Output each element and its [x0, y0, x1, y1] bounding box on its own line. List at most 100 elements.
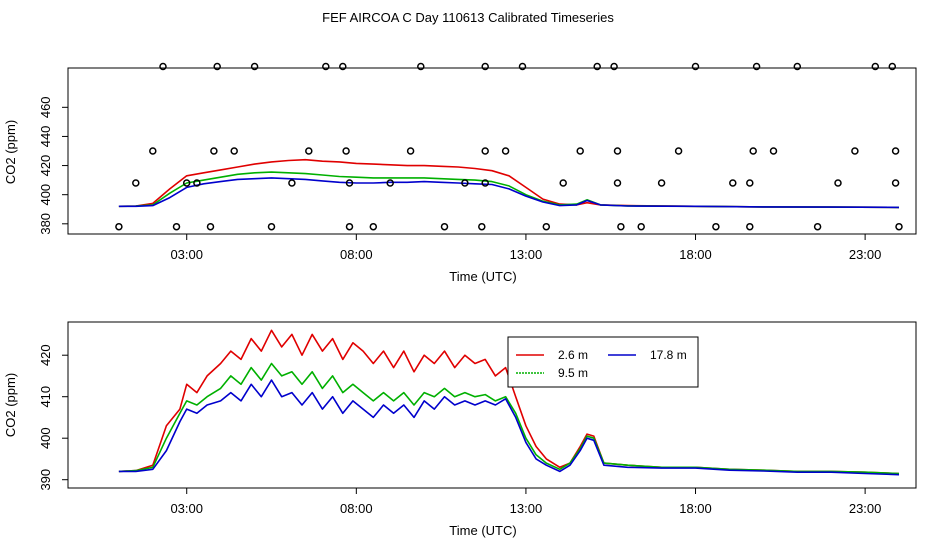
legend: 2.6 m 9.5 m 17.8 m — [507, 336, 699, 388]
open-circle-point — [345, 179, 354, 187]
open-circle-point — [345, 222, 354, 231]
open-circle-point — [182, 179, 191, 187]
series-line-17-8-m — [118, 379, 900, 476]
y-tick-label: 420 — [38, 155, 53, 177]
open-circle-point — [250, 62, 259, 71]
open-circle-point — [576, 147, 584, 155]
open-circle-point — [813, 222, 822, 231]
open-circle-point — [230, 147, 238, 155]
open-circle-point — [417, 62, 425, 71]
open-circle-point — [691, 62, 700, 71]
legend-box — [507, 336, 699, 388]
open-circle-point — [613, 179, 622, 187]
open-circle-point — [386, 179, 394, 187]
open-circle-point — [440, 222, 449, 231]
open-circle-point — [793, 62, 802, 71]
open-circle-point — [674, 147, 683, 155]
bottom-y-axis-label: CO2 (ppm) — [3, 373, 18, 437]
x-tick-label: 03:00 — [170, 501, 203, 516]
top-y-axis-label: CO2 (ppm) — [3, 120, 18, 184]
x-tick-label: 13:00 — [510, 247, 543, 262]
y-tick-label: 390 — [38, 469, 53, 491]
open-circle-point — [481, 147, 489, 155]
open-circle-point — [193, 179, 201, 187]
bottom-x-axis: 03:00 08:00 13:00 18:00 23:00 — [170, 488, 881, 516]
open-circle-point — [617, 222, 625, 231]
open-circle-point — [593, 62, 601, 71]
open-circle-point — [206, 222, 215, 231]
legend-label-17-8m: 17.8 m — [650, 348, 687, 362]
x-tick-label: 18:00 — [679, 247, 712, 262]
top-plot-area — [115, 62, 903, 231]
y-tick-label: 410 — [38, 386, 53, 408]
open-circle-point — [481, 62, 489, 71]
open-circle-point — [769, 147, 778, 155]
y-tick-label: 460 — [38, 96, 53, 118]
open-circle-point — [888, 62, 897, 71]
y-tick-label: 440 — [38, 126, 53, 148]
open-circle-point — [369, 222, 378, 231]
open-circle-point — [501, 147, 510, 155]
open-circle-point — [288, 179, 296, 187]
open-circle-point — [132, 179, 140, 187]
open-circle-point — [834, 179, 842, 187]
open-circle-point — [478, 222, 486, 231]
open-circle-point — [305, 147, 313, 155]
x-tick-label: 18:00 — [679, 501, 712, 516]
y-tick-label: 380 — [38, 213, 53, 235]
open-circle-point — [518, 62, 527, 71]
open-circle-point — [115, 222, 123, 231]
x-tick-label: 13:00 — [510, 501, 543, 516]
open-circle-point — [749, 147, 757, 155]
x-tick-label: 08:00 — [340, 501, 373, 516]
open-circle-point — [871, 62, 880, 71]
open-circle-point — [481, 179, 489, 187]
open-circle-point — [729, 179, 737, 187]
bottom-y-axis: 390 400 410 420 — [38, 344, 68, 491]
open-circle-point — [851, 147, 859, 155]
open-circle-point — [406, 147, 415, 155]
top-x-axis-label: Time (UTC) — [449, 269, 516, 284]
bottom-plot-area — [118, 329, 900, 476]
series-line-2-6-m — [118, 158, 900, 209]
x-tick-label: 08:00 — [340, 247, 373, 262]
open-circle-point — [746, 179, 754, 187]
x-tick-label: 23:00 — [849, 247, 882, 262]
bottom-panel: 03:00 08:00 13:00 18:00 23:00 390 400 410 420 T… — [3, 321, 917, 538]
x-tick-label: 23:00 — [849, 501, 882, 516]
open-circle-point — [172, 222, 181, 231]
top-x-axis: 03:00 08:00 13:00 18:00 23:00 — [170, 234, 881, 262]
top-y-axis: 380 400 420 440 460 — [38, 96, 68, 235]
bottom-x-axis-label: Time (UTC) — [449, 523, 516, 538]
open-circle-point — [559, 179, 567, 187]
bottom-panel-frame — [67, 321, 917, 489]
open-circle-point — [891, 179, 900, 187]
open-circle-point — [610, 62, 618, 71]
y-tick-label: 400 — [38, 427, 53, 449]
y-tick-label: 400 — [38, 184, 53, 206]
open-circle-point — [752, 62, 761, 71]
open-circle-point — [149, 147, 157, 155]
open-circle-point — [891, 147, 900, 155]
top-panel-frame — [67, 67, 917, 235]
open-circle-point — [657, 179, 666, 187]
open-circle-point — [613, 147, 622, 155]
series-line-17-8-m — [118, 177, 900, 209]
series-line-9-5-m — [118, 171, 900, 209]
legend-label-9-5m: 9.5 m — [558, 366, 588, 380]
open-circle-point — [213, 62, 221, 71]
top-panel: 03:00 08:00 13:00 18:00 23:00 380 400 420 440 46… — [3, 62, 917, 284]
open-circle-point — [461, 179, 469, 187]
open-circle-point — [746, 222, 754, 231]
open-circle-point — [210, 147, 218, 155]
open-circle-point — [895, 222, 903, 231]
open-circle-point — [159, 62, 167, 71]
open-circle-point — [712, 222, 720, 231]
figure-title: FEF AIRCOA C Day 110613 Calibrated Times… — [322, 10, 614, 25]
open-circle-point — [637, 222, 645, 231]
open-circle-point — [267, 222, 276, 231]
x-tick-label: 03:00 — [170, 247, 203, 262]
y-tick-label: 420 — [38, 344, 53, 366]
legend-label-2-6m: 2.6 m — [558, 348, 588, 362]
